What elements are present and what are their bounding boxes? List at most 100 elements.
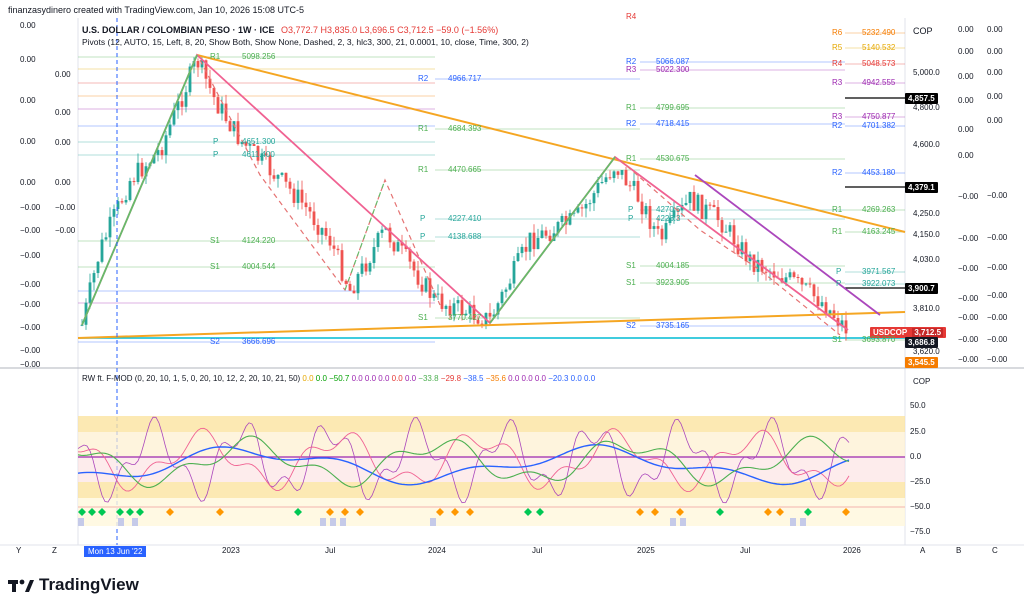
- time-axis-label: 2025: [637, 546, 655, 555]
- candle-body: [444, 305, 448, 309]
- pivot-level-label: 4942.555: [862, 78, 896, 87]
- candle-body: [124, 200, 128, 203]
- zero-scale-label: 0.00: [958, 72, 974, 81]
- candle-body: [316, 224, 320, 235]
- candle-body: [664, 223, 668, 240]
- pivot-level-label: R1: [626, 103, 637, 112]
- candle-body: [700, 194, 704, 219]
- price-axis-label: 3,810.0: [913, 304, 940, 313]
- zero-scale-label: 0.00: [20, 178, 36, 187]
- zero-scale-label: −0.00: [20, 280, 41, 289]
- signal-diamond: [166, 508, 174, 516]
- price-axis-label: 4,600.0: [913, 140, 940, 149]
- candle-body: [88, 282, 92, 303]
- candle-body: [112, 208, 116, 217]
- pivot-level-label: S1: [626, 278, 636, 287]
- candle-body: [424, 278, 428, 292]
- candle-body: [108, 216, 112, 238]
- osc-value: −33.8: [416, 374, 439, 383]
- candle-body: [732, 225, 736, 245]
- osc-axis-label: 25.0: [910, 427, 926, 436]
- zero-scale-label: 0.00: [987, 47, 1003, 56]
- symbol-title[interactable]: U.S. DOLLAR / COLOMBIAN PESO · 1W · ICE: [82, 25, 275, 35]
- candle-body: [820, 302, 824, 307]
- candle-body: [204, 60, 208, 79]
- osc-axis-label: −50.0: [910, 502, 931, 511]
- pivot-level-label: R3: [626, 65, 637, 74]
- price-axis-label: 4,800.0: [913, 103, 940, 112]
- current-symbol: USDCOP: [873, 328, 908, 337]
- signal-diamond: [436, 508, 444, 516]
- currency-label[interactable]: COP: [913, 26, 933, 36]
- pivot-level-label: S2: [626, 321, 636, 330]
- zero-scale-label: −0.00: [20, 323, 41, 332]
- signal-diamond: [651, 508, 659, 516]
- candle-body: [432, 293, 436, 298]
- candle-body: [212, 87, 216, 98]
- candle-body: [352, 290, 356, 294]
- candle-body: [320, 228, 324, 235]
- pivot-level-label: S1: [832, 335, 842, 344]
- osc-value: 0.0: [581, 374, 596, 383]
- candle-body: [588, 203, 592, 205]
- oscillator-label[interactable]: RW ft. F-MOD (0, 20, 10, 1, 5, 0, 20, 10…: [82, 374, 301, 383]
- zero-scale-label: 0.00: [987, 92, 1003, 101]
- candle-body: [264, 153, 268, 156]
- candle-body: [752, 254, 756, 272]
- signal-block: [132, 518, 138, 526]
- candle-body: [208, 78, 212, 88]
- signal-diamond: [536, 508, 544, 516]
- pivot-level-label: 5066.087: [656, 57, 690, 66]
- candle-body: [756, 259, 760, 272]
- candle-body: [244, 141, 248, 146]
- candle-body: [540, 230, 544, 238]
- candle-body: [396, 242, 400, 252]
- tradingview-logo[interactable]: TradingView: [8, 575, 139, 595]
- zero-scale-label: 0.00: [20, 55, 36, 64]
- price-level-tag: 4,857.5: [905, 93, 938, 104]
- zero-scale-label: 0.00: [55, 138, 71, 147]
- zero-scale-label: −0.00: [958, 335, 979, 344]
- osc-value: 0.0: [349, 374, 363, 383]
- candle-body: [460, 300, 464, 316]
- candle-body: [708, 204, 712, 206]
- candle-body: [296, 189, 300, 203]
- pivot-level-label: 4530.675: [656, 154, 690, 163]
- candle-body: [828, 310, 832, 316]
- signal-diamond: [636, 508, 644, 516]
- pivot-level-label: R2: [418, 74, 429, 83]
- zero-scale-label: 0.00: [20, 137, 36, 146]
- candle-body: [620, 170, 624, 175]
- candle-body: [572, 212, 576, 214]
- watermark-text: finanzasydinero created with TradingView…: [8, 5, 305, 15]
- current-price-tag: USDCOP 3,712.5: [870, 327, 947, 338]
- pivot-level-label: 4004.544: [242, 262, 276, 271]
- candle-body: [520, 246, 524, 254]
- pivots-indicator-label[interactable]: Pivots (12, AUTO, 15, Left, 8, 20, Show …: [82, 37, 529, 47]
- candle-body: [284, 172, 288, 182]
- candle-body: [608, 177, 612, 179]
- zero-scale-label: −0.00: [987, 263, 1008, 272]
- pivot-level-label: 4750.877: [862, 112, 896, 121]
- zero-scale-label: 0.00: [958, 25, 974, 34]
- signal-diamond: [78, 508, 86, 516]
- time-axis-label: Z: [52, 546, 57, 555]
- candle-body: [280, 172, 284, 175]
- candle-body: [816, 296, 820, 307]
- signal-diamond: [98, 508, 106, 516]
- candle-body: [804, 283, 808, 285]
- pivot-level-label: 3770.427: [448, 313, 482, 322]
- signal-diamond: [126, 508, 134, 516]
- price-axis-label: 3,620.0: [913, 347, 940, 356]
- trendline-purple: [694, 174, 881, 316]
- candle-body: [252, 144, 256, 147]
- price-axis-label: 4,250.0: [913, 209, 940, 218]
- zero-scale-label: 0.00: [20, 96, 36, 105]
- candle-body: [500, 291, 504, 304]
- pivot-level-label: 4611.400: [242, 150, 275, 159]
- candle-body: [584, 203, 588, 209]
- candle-body: [176, 101, 180, 111]
- candle-body: [632, 180, 636, 186]
- candle-body: [272, 175, 276, 179]
